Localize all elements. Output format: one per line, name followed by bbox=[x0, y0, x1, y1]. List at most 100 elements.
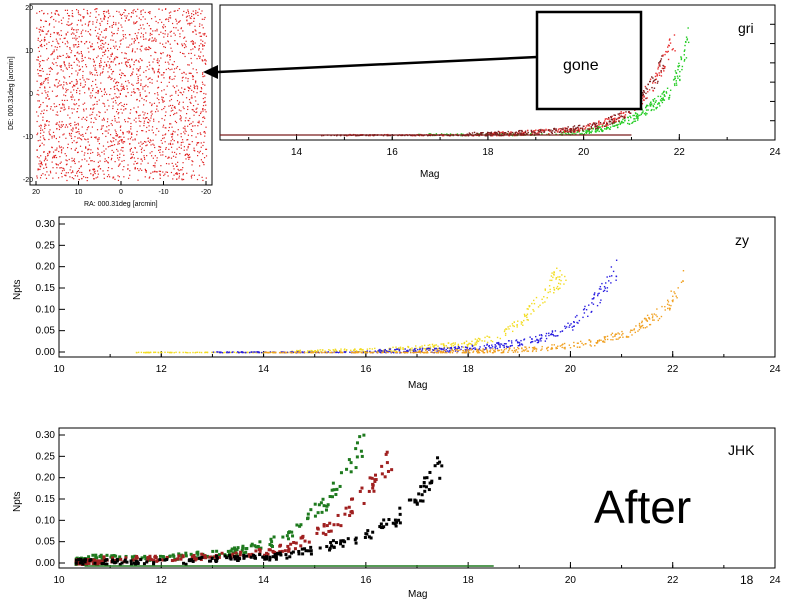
sky-point bbox=[99, 24, 102, 26]
data-point bbox=[350, 497, 354, 501]
sky-point bbox=[121, 26, 123, 28]
sky-point bbox=[85, 147, 87, 149]
data-point bbox=[564, 127, 567, 129]
gri-x-ticks: 14 16 18 20 22 24 bbox=[248, 134, 781, 158]
data-point bbox=[328, 349, 330, 351]
sky-point bbox=[141, 129, 143, 132]
sky-point bbox=[55, 38, 57, 40]
sky-point bbox=[96, 56, 98, 59]
sky-point bbox=[63, 109, 65, 111]
data-point bbox=[94, 553, 98, 557]
data-point bbox=[656, 82, 659, 84]
data-point bbox=[510, 340, 513, 342]
sky-point bbox=[102, 10, 105, 13]
sky-point bbox=[114, 178, 116, 180]
data-point bbox=[170, 351, 172, 354]
sky-point bbox=[199, 32, 201, 34]
data-point bbox=[596, 341, 599, 343]
data-point bbox=[551, 132, 554, 134]
data-point bbox=[180, 553, 184, 557]
data-point bbox=[317, 350, 319, 352]
data-point bbox=[488, 133, 490, 136]
sky-point bbox=[87, 30, 89, 33]
sky-point bbox=[181, 80, 183, 82]
sky-point bbox=[191, 141, 193, 143]
sky-point bbox=[71, 12, 74, 15]
data-point bbox=[656, 103, 659, 105]
data-point bbox=[335, 487, 339, 491]
data-point bbox=[434, 347, 436, 349]
data-point bbox=[258, 540, 262, 544]
data-point bbox=[476, 132, 478, 135]
sky-point bbox=[152, 67, 154, 70]
sky-point bbox=[103, 153, 105, 155]
sky-point bbox=[146, 66, 148, 68]
data-point bbox=[494, 346, 496, 348]
data-point bbox=[643, 99, 645, 101]
sky-point bbox=[175, 156, 177, 158]
sky-point bbox=[93, 60, 95, 62]
sky-point bbox=[58, 14, 60, 16]
sky-point bbox=[162, 26, 164, 28]
data-point bbox=[454, 350, 457, 352]
sky-point bbox=[178, 177, 180, 179]
data-point bbox=[349, 470, 353, 474]
data-point bbox=[494, 347, 497, 349]
sky-point bbox=[52, 167, 54, 169]
data-point bbox=[638, 328, 641, 331]
data-point bbox=[602, 129, 604, 132]
sky-point bbox=[183, 10, 185, 13]
sky-point bbox=[193, 84, 195, 86]
sky-point bbox=[75, 127, 77, 129]
data-point bbox=[663, 65, 665, 67]
data-point bbox=[603, 125, 606, 127]
sky-point bbox=[91, 45, 93, 48]
sky-point bbox=[102, 39, 104, 42]
sky-point bbox=[164, 26, 166, 28]
data-point bbox=[684, 40, 687, 43]
sky-point bbox=[181, 94, 184, 96]
data-point bbox=[489, 132, 492, 135]
sky-point bbox=[119, 153, 121, 155]
sky-point bbox=[176, 173, 178, 175]
sky-point bbox=[185, 130, 187, 133]
data-point bbox=[657, 66, 660, 68]
sky-point bbox=[133, 63, 135, 66]
sky-point bbox=[148, 46, 150, 48]
sky-point bbox=[85, 64, 87, 66]
sky-point bbox=[109, 145, 111, 147]
sky-point bbox=[111, 167, 113, 170]
data-point bbox=[184, 554, 188, 558]
sky-point bbox=[161, 9, 163, 11]
data-point bbox=[471, 344, 474, 347]
data-point bbox=[669, 42, 672, 44]
data-point bbox=[486, 349, 488, 352]
data-point bbox=[609, 128, 611, 131]
sky-point bbox=[202, 108, 204, 111]
y-tick-label: 0.30 bbox=[36, 430, 56, 441]
sky-point bbox=[129, 65, 132, 68]
data-point bbox=[651, 313, 653, 315]
data-point bbox=[603, 285, 606, 288]
sky-point bbox=[163, 24, 165, 26]
data-point bbox=[548, 334, 550, 337]
sky-point bbox=[82, 29, 84, 31]
sky-point bbox=[197, 142, 199, 144]
sky-point bbox=[190, 177, 193, 179]
sky-point bbox=[177, 142, 179, 144]
data-point bbox=[204, 351, 206, 354]
data-point bbox=[457, 350, 459, 353]
sky-point bbox=[37, 56, 39, 59]
sky-point bbox=[78, 178, 80, 181]
data-point bbox=[232, 351, 234, 353]
data-point bbox=[350, 349, 352, 352]
data-point bbox=[298, 524, 302, 528]
y-tick-label: 0.00 bbox=[36, 558, 56, 569]
data-point bbox=[581, 342, 583, 345]
sky-point bbox=[169, 17, 172, 19]
sky-point bbox=[139, 125, 141, 127]
sky-point bbox=[186, 15, 188, 17]
sky-point bbox=[161, 142, 163, 144]
data-point bbox=[605, 118, 607, 120]
sky-point bbox=[203, 164, 205, 166]
